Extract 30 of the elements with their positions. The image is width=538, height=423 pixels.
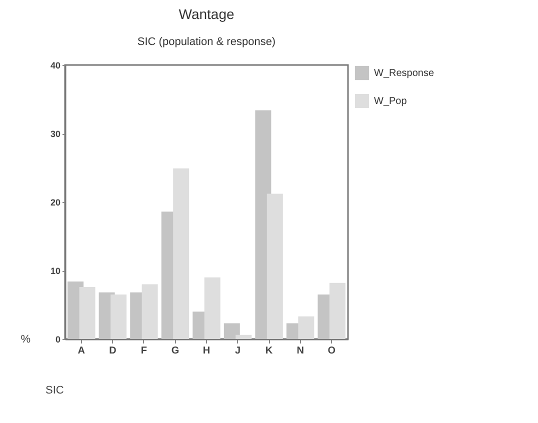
- x-tick-label: G: [171, 346, 180, 356]
- y-tick-label: 0: [55, 334, 60, 344]
- y-tick-label: 30: [50, 129, 60, 139]
- bar: [266, 194, 283, 339]
- x-tick-label: F: [140, 346, 148, 356]
- x-tick-label: A: [78, 346, 86, 356]
- bar: [329, 282, 346, 339]
- x-tick-label: J: [234, 346, 241, 356]
- x-tick-label: N: [296, 346, 304, 356]
- legend-label: W_Response: [374, 68, 434, 79]
- legend-label: W_Pop: [374, 96, 408, 107]
- chart-title: Wantage: [178, 6, 234, 22]
- bar: [79, 286, 96, 339]
- bar: [236, 334, 252, 339]
- y-tick-label: 40: [50, 60, 60, 70]
- bar: [110, 294, 127, 339]
- bar: [142, 284, 158, 339]
- x-tick-label: O: [328, 346, 336, 356]
- x-tick-label: D: [109, 346, 116, 356]
- x-axis-title: SIC: [46, 384, 64, 396]
- bar: [173, 168, 190, 339]
- bar: [204, 277, 220, 339]
- x-tick-label: K: [265, 346, 274, 356]
- x-tick-label: H: [202, 346, 210, 356]
- y-tick-label: 10: [50, 266, 60, 276]
- chart-subtitle: SIC (population & response): [137, 36, 276, 48]
- y-tick-label: 20: [50, 198, 60, 208]
- bar: [298, 316, 314, 339]
- y-axis-title: %: [20, 334, 31, 346]
- bar: [224, 323, 240, 339]
